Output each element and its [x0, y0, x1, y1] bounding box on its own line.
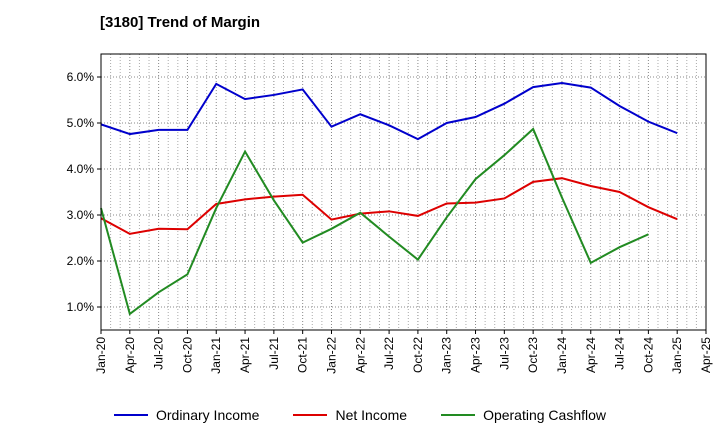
y-tick-label: 4.0%: [67, 162, 95, 176]
series-layer: [100, 81, 678, 316]
x-tick-label: Jul-22: [382, 337, 396, 370]
x-tick-label: Jul-20: [152, 337, 166, 370]
x-tick-label: Apr-21: [238, 337, 252, 373]
x-tick-label: Jan-20: [94, 337, 108, 374]
axis-layer: 1.0% 2.0% 3.0% 4.0% 5.0% 6.0% Jan-20 Apr-20 Jul-…: [67, 70, 713, 374]
x-tick-label: Jan-22: [324, 337, 338, 374]
series-line-ordinary-income: [100, 81, 678, 141]
y-tick-label: 6.0%: [67, 70, 95, 84]
x-tick-label: Jan-24: [555, 337, 569, 374]
x-tick-label: Apr-23: [469, 337, 483, 373]
x-tick-label: Jan-23: [440, 337, 454, 374]
chart-title: [3180] Trend of Margin: [100, 14, 261, 31]
legend-swatch: [441, 414, 476, 416]
x-tick-label: Jul-21: [267, 337, 281, 370]
x-tick-label: Apr-25: [699, 337, 713, 373]
series-line-operating-cashflow: [100, 127, 649, 316]
x-tick-label: Jul-23: [497, 337, 511, 370]
x-tick-label: Jan-25: [670, 337, 684, 374]
x-tick-label: Oct-22: [411, 337, 425, 373]
legend-item-ordinary-income: Ordinary Income: [113, 407, 260, 423]
legend-swatch: [293, 414, 328, 416]
x-tick-label: Apr-22: [353, 337, 367, 373]
grid-layer: [101, 54, 706, 330]
legend-label: Ordinary Income: [155, 407, 260, 423]
legend-label: Net Income: [335, 407, 408, 423]
x-tick-label: Apr-24: [584, 337, 598, 373]
legend-item-net-income: Net Income: [293, 407, 407, 423]
y-tick-label: 3.0%: [67, 208, 95, 222]
legend-label: Operating Cashflow: [483, 407, 607, 423]
y-tick-label: 2.0%: [67, 254, 95, 268]
x-tick-label: Jan-21: [209, 337, 223, 374]
x-tick-label: Apr-20: [123, 337, 137, 373]
legend-item-operating-cashflow: Operating Cashflow: [441, 407, 606, 423]
series-line-net-income: [100, 177, 678, 235]
x-tick-label: Oct-24: [641, 337, 655, 373]
plot-frame: [100, 53, 707, 331]
x-tick-label: Oct-21: [296, 337, 310, 373]
y-tick-label: 1.0%: [67, 300, 95, 314]
y-tick-label: 5.0%: [67, 116, 95, 130]
legend: Ordinary Income Net Income Operating Cashf…: [0, 404, 720, 426]
x-tick-label: Jul-24: [613, 337, 627, 370]
x-tick-label: Oct-23: [526, 337, 540, 373]
x-tick-label: Oct-20: [180, 337, 194, 373]
legend-swatch: [113, 414, 148, 416]
